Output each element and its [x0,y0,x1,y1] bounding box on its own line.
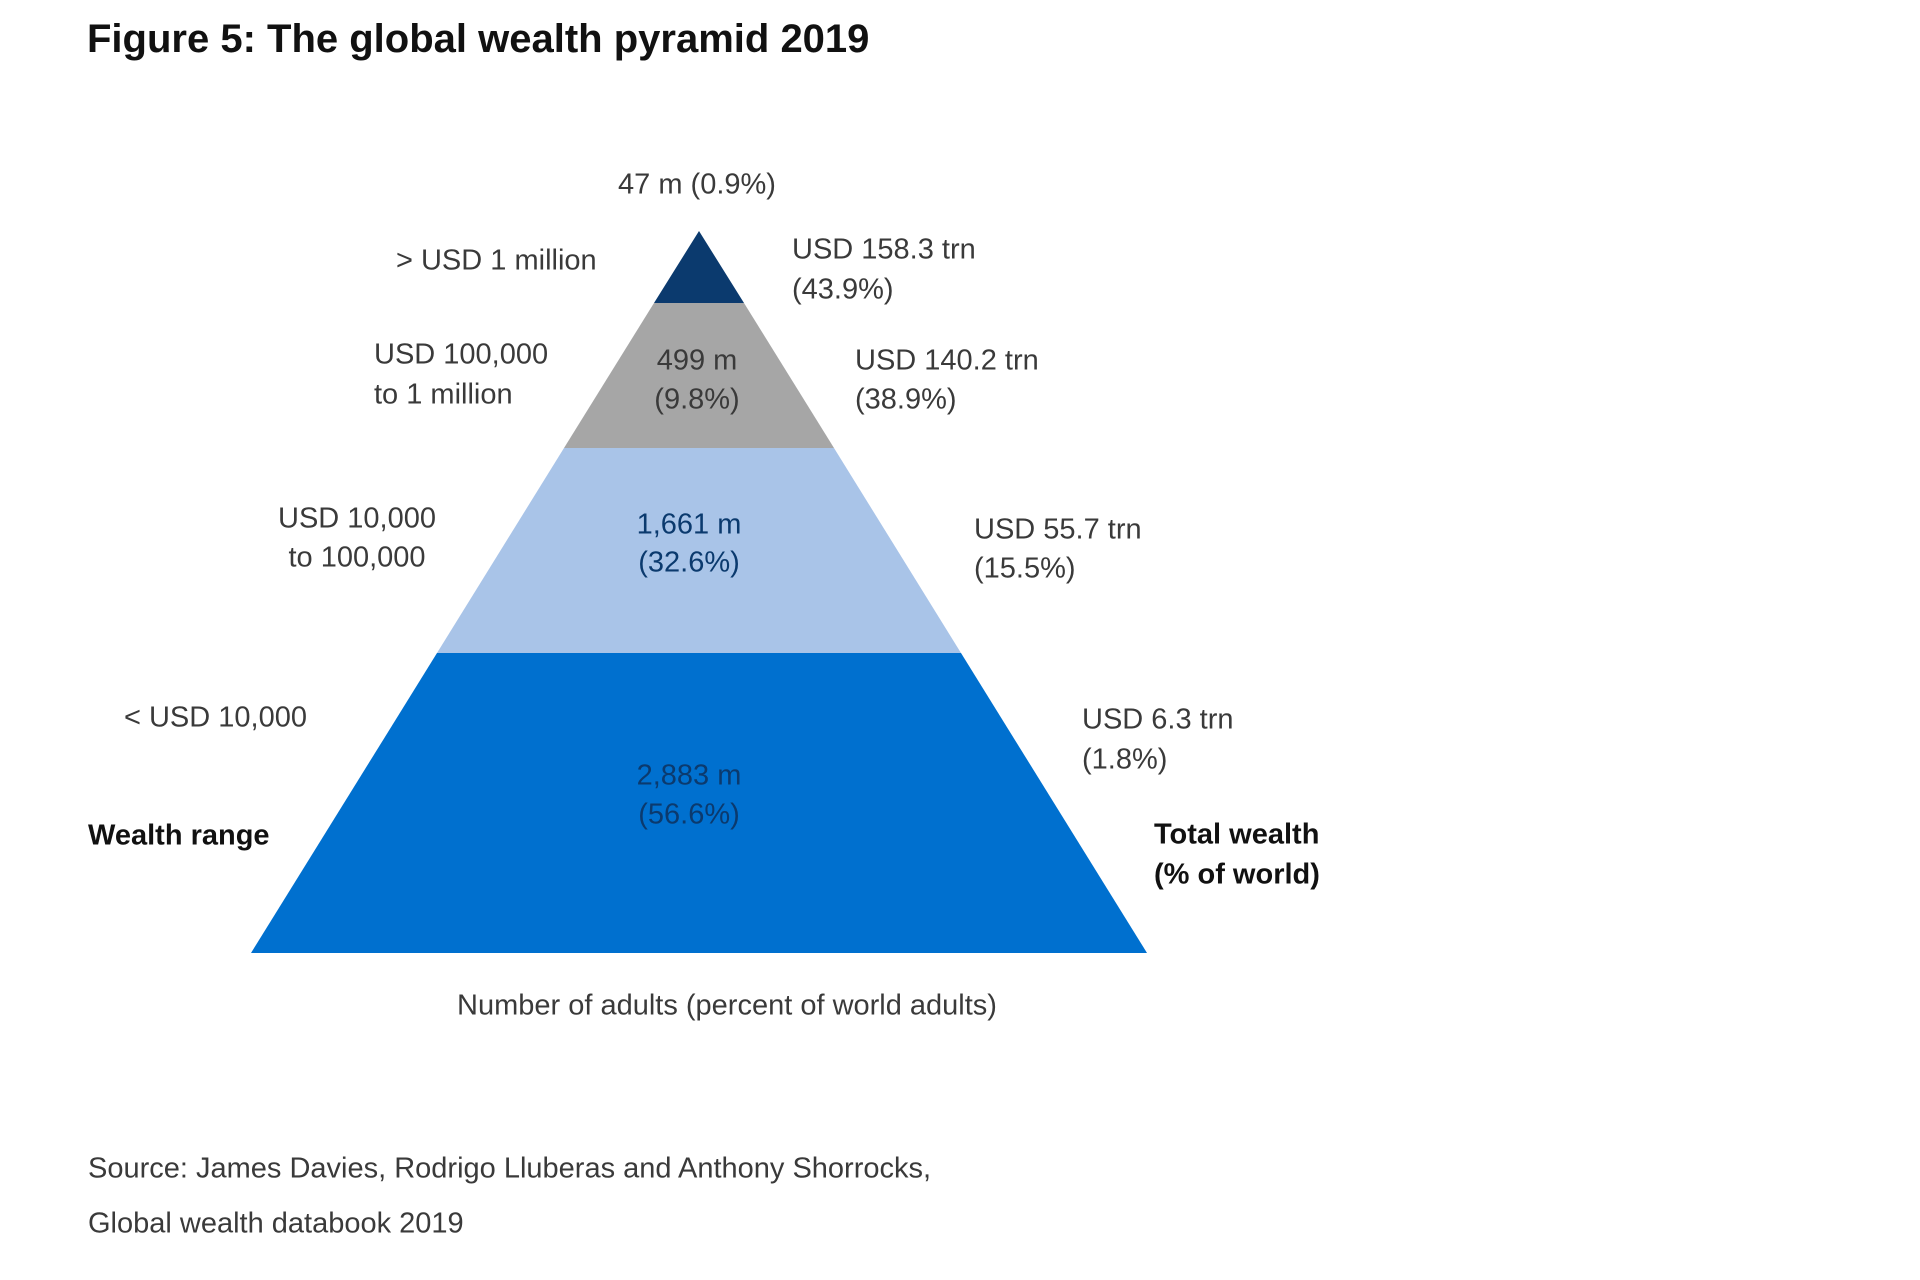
range-label: > USD 1 million [396,245,597,277]
tier-top [654,231,744,303]
wealth-label: USD 140.2 trn [855,345,1039,377]
wealth-label: (38.9%) [855,384,957,416]
range-label: to 1 million [374,379,513,411]
tier-3 [437,448,961,653]
adults-axis-label: Number of adults (percent of world adult… [457,990,997,1022]
tier-base [251,653,1147,953]
tier-2 [564,303,834,448]
wealth-label: (43.9%) [792,274,894,306]
source: Source: James Davies, Rodrigo Lluberas a… [88,1153,931,1185]
adults-label: 2,883 m [637,760,742,792]
adults-label: 499 m [657,345,738,377]
adults-label: (32.6%) [638,547,740,579]
wealth-label: USD 6.3 trn [1082,704,1234,736]
range-label: < USD 10,000 [124,702,307,734]
title: Figure 5: The global wealth pyramid 2019 [87,17,869,61]
wealth-label: (1.8%) [1082,744,1167,776]
total-wealth-heading: Total wealth [1154,819,1319,851]
adults-label: 47 m (0.9%) [618,169,776,201]
range-label: to 100,000 [288,542,425,574]
wealth-range-heading: Wealth range [88,820,270,852]
adults-label: (56.6%) [638,799,740,831]
wealth-label: USD 158.3 trn [792,234,976,266]
range-label: USD 100,000 [374,339,548,371]
adults-label: (9.8%) [654,384,739,416]
range-label: USD 10,000 [278,503,436,535]
adults-label: 1,661 m [637,509,742,541]
wealth-label: (15.5%) [974,553,1076,585]
source: Global wealth databook 2019 [88,1208,464,1240]
total-wealth-heading: (% of world) [1154,859,1320,891]
wealth-label: USD 55.7 trn [974,514,1142,546]
